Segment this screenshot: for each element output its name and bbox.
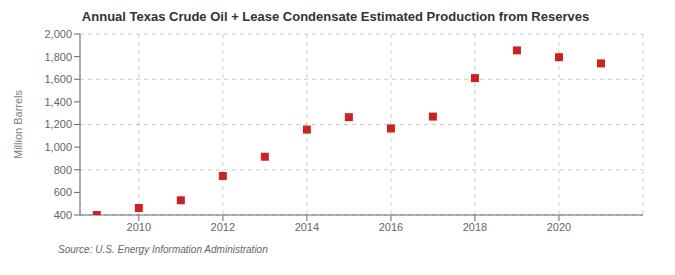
svg-text:600: 600 — [54, 186, 72, 198]
svg-text:2014: 2014 — [295, 221, 319, 233]
svg-text:2010: 2010 — [127, 221, 151, 233]
svg-text:1,400: 1,400 — [44, 96, 72, 108]
svg-text:1,600: 1,600 — [44, 73, 72, 85]
svg-text:2020: 2020 — [547, 221, 571, 233]
svg-text:800: 800 — [54, 164, 72, 176]
svg-text:1,200: 1,200 — [44, 118, 72, 130]
svg-text:2018: 2018 — [463, 221, 487, 233]
svg-text:Million Barrels: Million Barrels — [12, 89, 24, 159]
svg-text:400: 400 — [54, 209, 72, 221]
svg-text:1,000: 1,000 — [44, 141, 72, 153]
svg-text:2016: 2016 — [379, 221, 403, 233]
svg-text:2,000: 2,000 — [44, 28, 72, 40]
html-text:Source: U.S. Energy Informatio: Source: U.S. Energy Information Administ… — [58, 244, 268, 255]
svg-text:2012: 2012 — [211, 221, 235, 233]
html-text:Annual Texas Crude Oil + Lease: Annual Texas Crude Oil + Lease Condensat… — [81, 9, 590, 24]
svg-text:1,800: 1,800 — [44, 51, 72, 63]
